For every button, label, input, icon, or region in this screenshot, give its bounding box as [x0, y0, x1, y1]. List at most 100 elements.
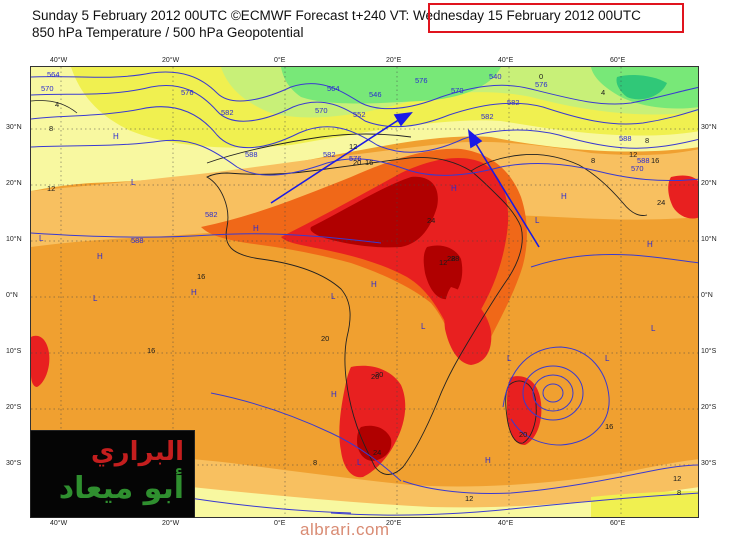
temperature-label: 24 [657, 198, 665, 207]
high-pressure-marker: H [371, 280, 377, 289]
arrow-southwest-to-northeast [270, 116, 404, 204]
high-pressure-marker: H [485, 456, 491, 465]
contour-label: 588 [619, 134, 632, 143]
header-line-2: 850 hPa Temperature / 500 hPa Geopotenti… [32, 25, 304, 40]
low-pressure-marker: L [357, 458, 362, 467]
arabia-coastline [470, 154, 648, 216]
heat-red-west-edge [31, 335, 50, 387]
temperature-label: 8 [591, 156, 595, 165]
low-pressure-marker: L [507, 354, 512, 363]
temperature-label: 12 [47, 184, 55, 193]
temperature-label: 16 [651, 156, 659, 165]
contour-label: 552 [353, 110, 366, 119]
forecast-map: 564 570 576 582 588 588 582 576 570 564 552 546 540 5… [30, 66, 699, 518]
temperature-label: 12 [465, 494, 473, 503]
temperature-label: 12 [349, 142, 357, 151]
arrow-southeast-to-northwest [472, 138, 540, 248]
cold-core-green-west [281, 67, 501, 104]
contour-label: 582 [481, 112, 494, 121]
low-pressure-marker: L [331, 292, 336, 301]
contour-label: 582 [323, 150, 336, 159]
low-pressure-marker: L [605, 354, 610, 363]
logo-line-2: أبو ميعاد [58, 471, 184, 506]
temperature-label: 20 [353, 158, 361, 167]
mediterranean-coastline [206, 133, 412, 164]
temperature-label: 12 [439, 258, 447, 267]
flow-arrows [270, 111, 540, 248]
high-pressure-marker: H [451, 184, 457, 193]
temperature-label: 12 [673, 474, 681, 483]
temperature-label: 28 [451, 254, 459, 263]
contour-label: 576 [181, 88, 194, 97]
x-tick-bottom: 60°E [610, 520, 626, 527]
high-pressure-marker: H [253, 224, 259, 233]
valid-time-highlight-box [428, 3, 684, 33]
y-tick-right: 20°S [701, 404, 717, 411]
temperature-label-group: 4 8 12 16 20 24 28 8 12 16 20 24 20 16 12 8 0 4 8 12 16 24 12 8… [47, 72, 681, 503]
contour-label: 570 [41, 84, 54, 93]
temperature-label: 16 [365, 158, 373, 167]
pressure-center-group: H L H L H L H L H L H L H L H L L H L H [39, 132, 656, 467]
heat-red-east-edge [668, 175, 698, 219]
y-tick-left: 20°S [6, 404, 22, 411]
low-pressure-marker: L [131, 178, 136, 187]
y-tick-left: 10°N [6, 236, 22, 243]
temperature-label: 20 [321, 334, 329, 343]
high-pressure-marker: H [331, 390, 337, 399]
high-pressure-marker: H [113, 132, 119, 141]
high-pressure-marker: H [647, 240, 653, 249]
y-tick-right: 30°N [701, 124, 717, 131]
arrow-head-northwest [467, 129, 483, 149]
y-tick-left: 10°S [6, 348, 22, 355]
madagascar-coastline [505, 380, 537, 444]
y-tick-right: 30°S [701, 460, 717, 467]
y-tick-right: 20°N [701, 180, 717, 187]
temperature-label: 16 [197, 272, 205, 281]
contour-label: 576 [349, 154, 362, 163]
contour-label: 582 [205, 210, 218, 219]
contour-label: 582 [507, 98, 520, 107]
low-pressure-marker: L [421, 322, 426, 331]
contour-label: 564 [327, 84, 340, 93]
x-tick-bottom: 20°W [162, 520, 180, 527]
high-pressure-marker: H [561, 192, 567, 201]
x-tick-top: 40°W [50, 57, 68, 64]
atlantic-island-coastline [31, 100, 78, 114]
contour-label: 588 [131, 236, 144, 245]
x-tick-top: 40°E [498, 57, 514, 64]
heat-dark-red-core [310, 176, 438, 248]
low-pressure-marker: L [535, 216, 540, 225]
x-tick-top: 0°E [274, 57, 286, 64]
contour-label: 570 [631, 164, 644, 173]
x-tick-bottom: 40°W [50, 520, 68, 527]
low-pressure-marker: L [651, 324, 656, 333]
temperature-label: 24 [427, 216, 435, 225]
cool-band-south-yellow [191, 487, 698, 517]
arrow-head-northeast [393, 111, 413, 127]
x-tick-top: 20°W [162, 57, 180, 64]
contour-label: 546 [369, 90, 382, 99]
x-tick-bottom: 40°E [498, 520, 514, 527]
contour-label: 576 [535, 80, 548, 89]
contour-label: 570 [451, 86, 464, 95]
site-watermark: albrari.com [300, 520, 390, 539]
temperature-label: 12 [629, 150, 637, 159]
low-pressure-marker: L [39, 234, 44, 243]
x-tick-bottom: 20°E [386, 520, 402, 527]
contour-label: 570 [315, 106, 328, 115]
y-tick-left: 30°N [6, 124, 22, 131]
albrari-logo: البراري أبو ميعاد [30, 430, 195, 518]
temperature-label: 20 [375, 370, 383, 379]
x-tick-top: 20°E [386, 57, 402, 64]
y-tick-left: 0°N [6, 292, 18, 299]
contour-label-group: 564 570 576 582 588 588 582 576 570 564 552 546 540 5… [41, 70, 650, 245]
temperature-label: 24 [373, 448, 381, 457]
contour-label: 582 [221, 108, 234, 117]
x-tick-top: 60°E [610, 57, 626, 64]
temperature-label: 8 [677, 488, 681, 497]
temperature-label: 28 [447, 254, 455, 263]
cold-core-dark-green [616, 75, 667, 100]
contour-label: 588 [637, 156, 650, 165]
contour-label: 588 [245, 150, 258, 159]
temperature-label: 20 [371, 372, 379, 381]
